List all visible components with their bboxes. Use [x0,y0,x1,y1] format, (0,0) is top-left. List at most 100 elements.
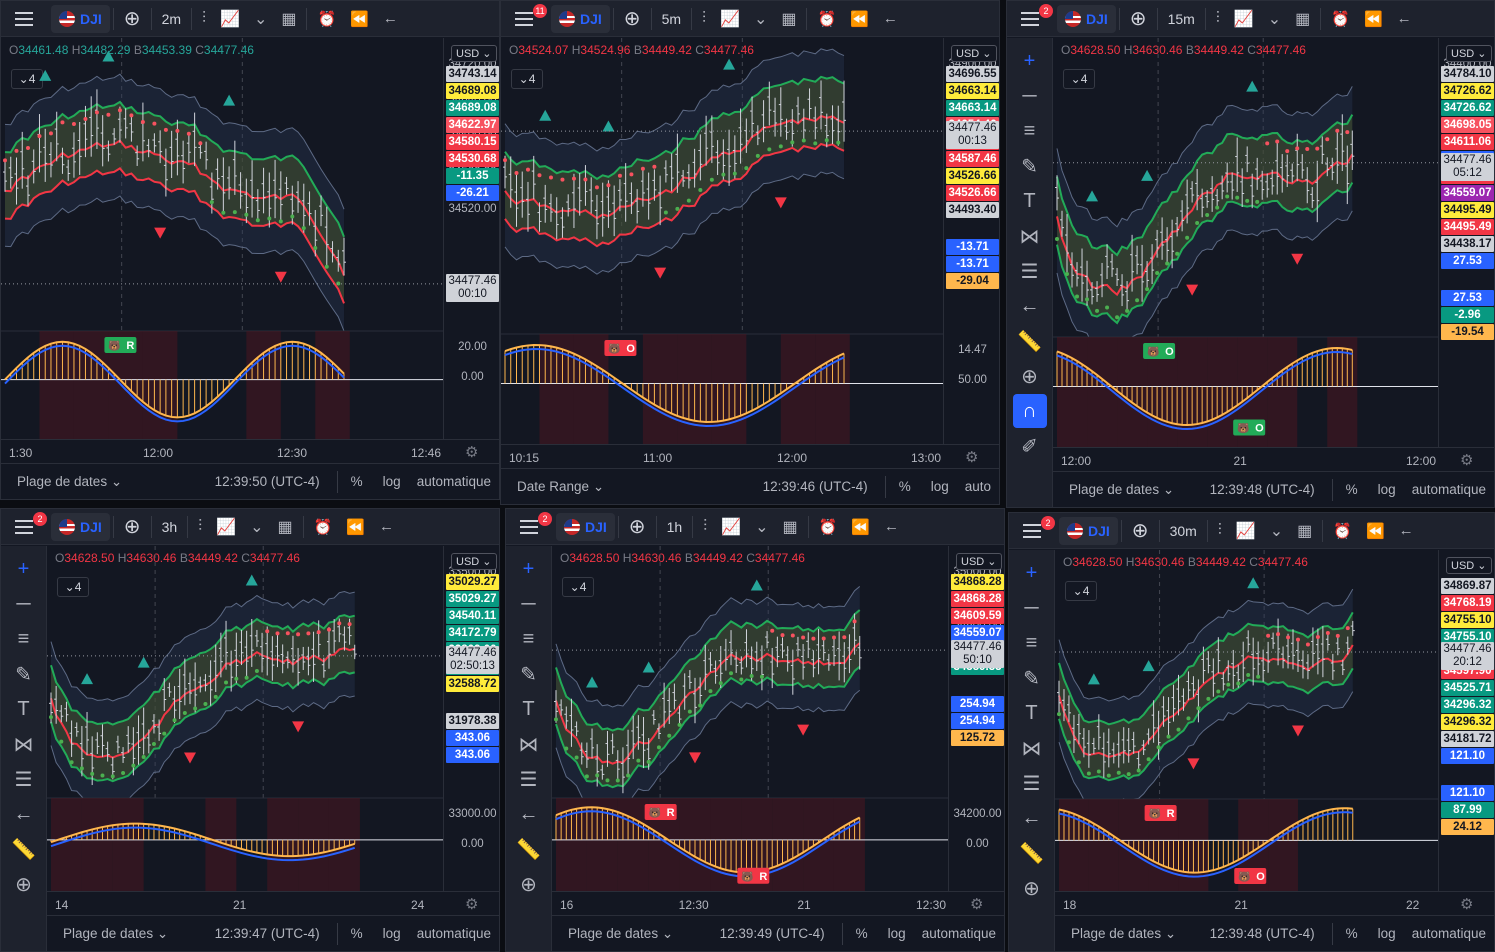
text-tool[interactable]: T [1013,184,1047,218]
log-toggle[interactable]: log [930,479,949,494]
interval-button[interactable]: 30m [1169,522,1197,539]
price-scale[interactable]: 34400.00 34784.10 34726.62 34726.62 34698.05… [1438,38,1494,447]
signal-badge[interactable]: O🐻 [604,340,637,356]
chevron-down-button[interactable]: ⌄ [243,509,270,544]
xabcd-pattern-tool[interactable]: ⋈ [1015,731,1049,765]
ruler-tool[interactable]: 📏 [512,832,546,866]
rewind-button[interactable]: ⏪ [1357,1,1390,36]
price-chart[interactable]: O🐻 [501,38,943,444]
fib-tool[interactable]: ≡ [1015,626,1049,660]
grid-layout-button[interactable]: ▦ [1288,1,1317,36]
brush-tool[interactable]: ✎ [1013,149,1047,183]
time-axis[interactable]: 14 21 24 [47,891,499,917]
rewind-button[interactable]: ⏪ [1359,513,1392,548]
currency-selector[interactable]: USD ⌄ [1446,45,1492,62]
forecast-tool[interactable]: ☰ [1013,254,1047,288]
grid-layout-button[interactable]: ▦ [775,509,804,544]
candle-settings-button[interactable]: ⫶ [1211,513,1229,548]
percent-toggle[interactable]: % [1345,926,1358,941]
indicator-legend-toggle[interactable]: ⌄ 4 [562,577,594,597]
auto-scale-toggle[interactable]: automatique [921,926,996,941]
chevron-down-button[interactable]: ⌄ [247,1,274,36]
interval-button[interactable]: 3h [161,518,178,535]
date-range-button[interactable]: Plage de dates ⌄ [1,474,138,490]
timezone-clock[interactable]: 12:39:50 (UTC-4) [214,474,320,489]
log-toggle[interactable]: log [1377,926,1396,941]
forecast-tool[interactable]: ☰ [1015,766,1049,800]
symbol-search-button[interactable]: DJI [1057,4,1116,33]
trend-line-tool[interactable]: ─ [7,587,41,621]
percent-toggle[interactable]: % [898,479,911,494]
arrow-left-button[interactable]: ← [1392,513,1421,548]
log-toggle[interactable]: log [382,926,401,941]
fib-tool[interactable]: ≡ [7,622,41,656]
time-axis[interactable]: 18 21 22 [1055,891,1494,917]
rewind-button[interactable]: ⏪ [339,509,372,544]
chart-settings-button[interactable]: ⚙ [465,443,478,461]
signal-badge[interactable]: R🐻 [1144,805,1177,821]
price-chart[interactable]: R🐻 R🐻 [552,546,948,891]
brush-tool[interactable]: ✎ [1015,661,1049,695]
time-axis[interactable]: 10:15 11:00 12:00 13:00 [501,444,999,470]
timezone-clock[interactable]: 12:39:46 (UTC-4) [762,479,868,494]
arrow-left-button[interactable]: ← [376,1,405,36]
indicator-legend-toggle[interactable]: ⌄ 4 [511,69,543,89]
grid-layout-button[interactable]: ▦ [270,509,299,544]
signal-badge[interactable]: O🐻 [1233,419,1266,436]
menu-button[interactable]: 2 [1,509,47,544]
signal-badge[interactable]: R🐻 [737,867,770,884]
time-axis[interactable]: 16 12:30 21 12:30 [552,891,1004,917]
chart-settings-button[interactable]: ⚙ [465,895,478,913]
arrow-left-tool[interactable]: ← [1015,801,1049,835]
compare-button[interactable]: ⊕ [617,1,648,36]
timezone-clock[interactable]: 12:39:47 (UTC-4) [214,926,320,941]
symbol-search-button[interactable]: DJI [51,4,110,33]
date-range-button[interactable]: Plage de dates ⌄ [552,926,689,942]
crosshair-tool[interactable]: + [7,552,41,586]
chart-type-button[interactable]: 📈 [213,1,247,36]
auto-scale-toggle[interactable]: automatique [1411,482,1486,497]
date-range-button[interactable]: Plage de dates ⌄ [1055,926,1192,942]
menu-button[interactable]: 2 [1007,1,1053,36]
auto-scale-toggle[interactable]: auto [964,479,991,494]
zoom-in-tool[interactable]: ⊕ [512,867,546,901]
arrow-left-tool[interactable]: ← [1013,289,1047,323]
signal-badge[interactable]: O🐻 [1234,868,1267,884]
xabcd-pattern-tool[interactable]: ⋈ [1013,219,1047,253]
grid-layout-button[interactable]: ▦ [1290,513,1319,548]
text-tool[interactable]: T [1015,696,1049,730]
chart-settings-button[interactable]: ⚙ [1460,895,1473,913]
currency-selector[interactable]: USD ⌄ [956,553,1002,570]
price-chart[interactable]: R🐻 [1,38,443,439]
fib-tool[interactable]: ≡ [1013,114,1047,148]
brush-tool[interactable]: ✎ [7,657,41,691]
percent-toggle[interactable]: % [350,474,363,489]
crosshair-tool[interactable]: + [512,552,546,586]
rewind-button[interactable]: ⏪ [843,1,876,36]
arrow-left-tool[interactable]: ← [7,797,41,831]
zoom-in-tool[interactable]: ⊕ [7,867,41,901]
timezone-clock[interactable]: 12:39:49 (UTC-4) [719,926,825,941]
alarm-clock-button[interactable]: ⏰ [1324,1,1357,36]
candle-settings-button[interactable]: ⫶ [1209,1,1227,36]
chart-type-button[interactable]: 📈 [1229,513,1263,548]
symbol-search-button[interactable]: DJI [556,512,615,541]
time-axis[interactable]: 1:30 12:00 12:30 12:46 [1,439,499,465]
price-scale[interactable]: 33500.00 33000.00 0.00 35029.27 35029.27 3454… [443,546,499,891]
percent-toggle[interactable]: % [350,926,363,941]
chevron-down-button[interactable]: ⌄ [1261,1,1288,36]
arrow-left-button[interactable]: ← [876,1,905,36]
currency-selector[interactable]: USD ⌄ [1446,557,1492,574]
candle-settings-button[interactable]: ⫶ [696,509,714,544]
signal-badge[interactable]: R🐻 [644,804,677,820]
symbol-search-button[interactable]: DJI [1059,516,1118,545]
trend-line-tool[interactable]: ─ [1015,591,1049,625]
date-range-button[interactable]: Plage de dates ⌄ [47,926,184,942]
interval-button[interactable]: 15m [1167,10,1195,27]
symbol-search-button[interactable]: DJI [551,4,610,33]
indicator-legend-toggle[interactable]: ⌄ 4 [1065,581,1097,601]
xabcd-pattern-tool[interactable]: ⋈ [512,727,546,761]
timezone-clock[interactable]: 12:39:48 (UTC-4) [1209,926,1315,941]
forecast-tool[interactable]: ☰ [512,762,546,796]
price-scale[interactable]: 34900.0034800.0014.4750.0034696.5534663.… [943,38,999,444]
